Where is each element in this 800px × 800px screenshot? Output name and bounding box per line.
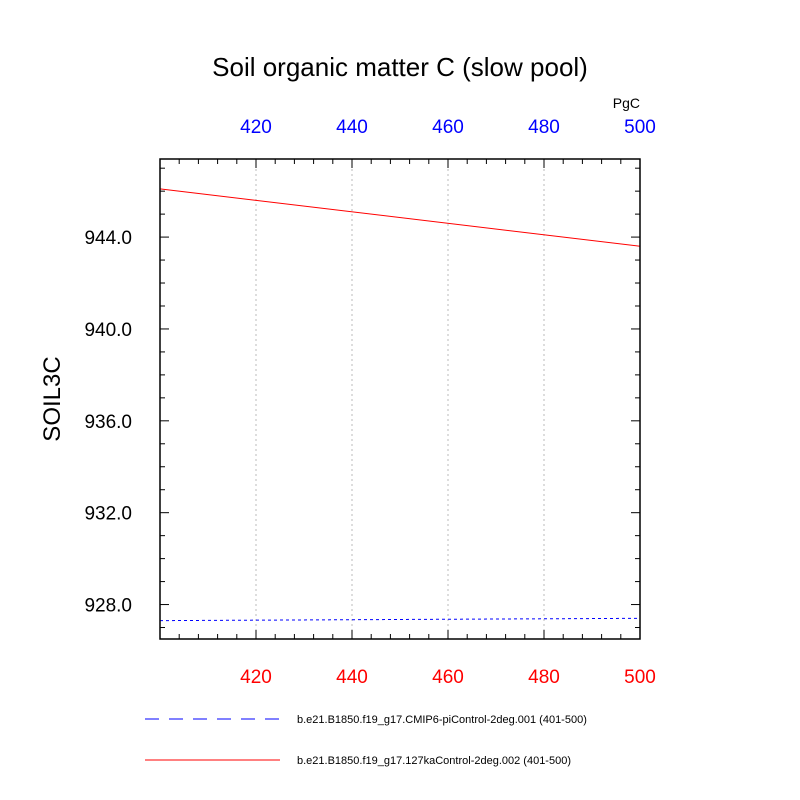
x-tick-label-top: 420 xyxy=(240,117,272,138)
series-line-1 xyxy=(159,617,641,622)
x-tick-label-top: 460 xyxy=(432,117,464,138)
y-tick-label: 936.0 xyxy=(84,412,132,433)
plot-frame xyxy=(159,158,641,640)
y-tick-label: 928.0 xyxy=(84,596,132,617)
x-tick-label-bottom: 480 xyxy=(528,667,560,688)
series-line-2 xyxy=(159,188,641,247)
x-tick-label-bottom: 440 xyxy=(336,667,368,688)
legend-label-1: b.e21.B1850.f19_g17.CMIP6-piControl-2deg… xyxy=(297,714,587,726)
ticks: 420 420 440 440 460 460 480 480 500 500 928.0 932.0… xyxy=(84,117,655,688)
y-tick-label: 940.0 xyxy=(84,320,132,341)
x-tick-label-bottom: 420 xyxy=(240,667,272,688)
y-axis-label: SOIL3C xyxy=(39,356,66,441)
x-tick-label-top: 480 xyxy=(528,117,560,138)
x-tick-label-bottom: 500 xyxy=(624,667,656,688)
legend: b.e21.B1850.f19_g17.CMIP6-piControl-2deg… xyxy=(145,714,587,767)
legend-label-2: b.e21.B1850.f19_g17.127kaControl-2deg.00… xyxy=(297,755,571,767)
grid xyxy=(255,159,545,639)
y-tick-label: 944.0 xyxy=(84,228,132,249)
x-tick-label-top: 500 xyxy=(624,117,656,138)
chart-title: Soil organic matter C (slow pool) xyxy=(212,52,588,82)
x-tick-label-top: 440 xyxy=(336,117,368,138)
series-layer xyxy=(159,188,641,622)
units-label: PgC xyxy=(613,95,640,111)
y-tick-label: 932.0 xyxy=(84,504,132,525)
x-tick-label-bottom: 460 xyxy=(432,667,464,688)
